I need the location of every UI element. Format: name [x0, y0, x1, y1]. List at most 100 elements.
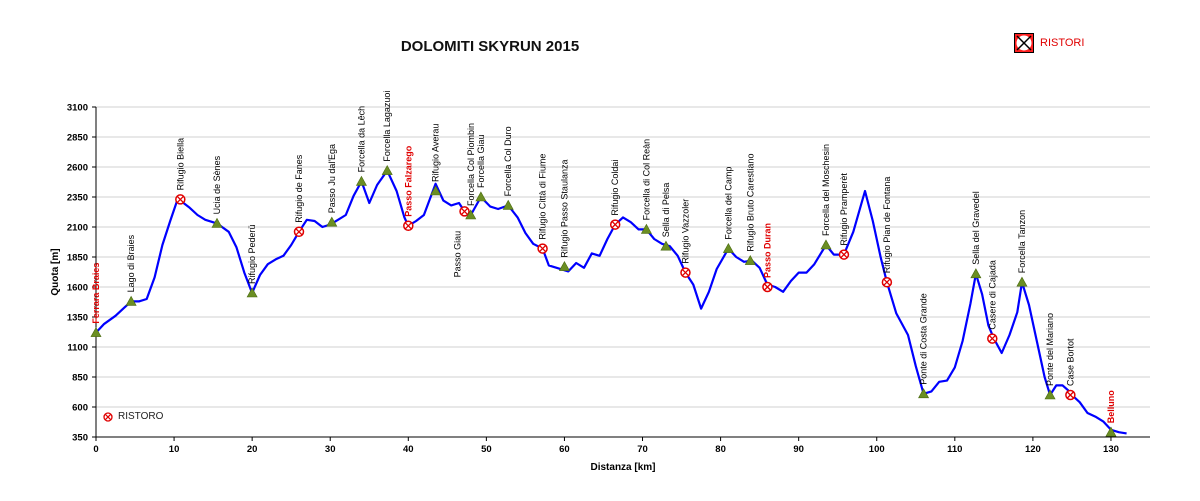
ristoro-marker-cross [883, 278, 891, 286]
marker-label: Forcella Col Piombin [466, 123, 476, 206]
marker-label: Forcella del Moschesin [821, 144, 831, 236]
marker-label: Casere di Cajada [987, 260, 997, 330]
x-tick-label: 110 [947, 444, 962, 455]
marker-label: Sella del Gravedel [971, 191, 981, 265]
x-tick-label: 80 [715, 444, 726, 455]
marker-label: Case Bortot [1065, 338, 1075, 386]
y-tick-label: 1600 [67, 283, 88, 294]
marker-label: Ponte di Costa Grande [919, 293, 929, 385]
peak-marker [475, 191, 487, 202]
marker-label: Forcella Tanzon [1017, 210, 1027, 273]
peak-marker [125, 295, 137, 306]
ristoro-legend-icon [1014, 33, 1034, 53]
legend-ristoro-label: RISTORO [118, 411, 164, 422]
x-tick-label: 70 [637, 444, 648, 455]
chart-title: DOLOMITI SKYRUN 2015 [400, 38, 580, 55]
marker-label: Passo Falzarego [403, 145, 413, 217]
ristoro-marker-cross [176, 195, 184, 203]
x-tick-label: 30 [325, 444, 336, 455]
marker-label: Rifugio de Fanes [294, 154, 304, 223]
peak-marker [820, 239, 832, 250]
peak-marker [918, 388, 930, 399]
marker-label: Ponte del Mariano [1045, 313, 1055, 386]
peak-marker [355, 175, 367, 186]
ristoro-marker-cross [1066, 391, 1074, 399]
ristoro-marker-cross [295, 228, 303, 236]
x-tick-label: 120 [1025, 444, 1041, 455]
ristoro-marker-cross [404, 222, 412, 230]
marker-label: Rifugio Bruto Carestiano [745, 154, 755, 252]
marker-label: Rifugio Vazzoler [681, 199, 691, 264]
x-axis-title: Distanza [km] [590, 462, 655, 473]
y-tick-label: 1350 [67, 313, 88, 324]
x-tick-label: 10 [169, 444, 180, 455]
marker-label: Passo Giau [453, 231, 463, 278]
marker-label: Ferrara Braies [91, 263, 101, 324]
peak-marker [1105, 426, 1117, 437]
y-tick-label: 600 [72, 403, 88, 414]
y-tick-label: 850 [72, 373, 88, 384]
peak-marker [502, 199, 514, 210]
peak-marker [246, 287, 258, 298]
marker-label: Rifugio Averau [431, 124, 441, 182]
ristoro-marker-cross [539, 245, 547, 253]
x-tick-label: 100 [869, 444, 885, 455]
peak-marker [1044, 389, 1056, 400]
marker-label: Rifugio Pederü [247, 224, 257, 284]
y-tick-label: 2600 [67, 163, 88, 174]
peak-marker [1016, 276, 1028, 287]
y-tick-label: 1100 [67, 343, 88, 354]
ristoro-small-icon [103, 411, 113, 422]
legend-ristori: RISTORI [1014, 33, 1084, 53]
ristoro-marker-cross [840, 251, 848, 259]
x-tick-label: 130 [1103, 444, 1119, 455]
marker-label: Ucia de Sènes [212, 155, 222, 214]
marker-label: Forcella Giau [476, 134, 486, 188]
marker-label: Forcella Lagazuoi [382, 91, 392, 162]
peak-marker [381, 164, 393, 175]
peak-marker [660, 240, 672, 251]
marker-label: Forcella di Col Reàn [641, 139, 651, 221]
peak-marker [211, 217, 223, 228]
x-tick-label: 40 [403, 444, 414, 455]
marker-label: Rifugio Coldai [610, 160, 620, 216]
x-tick-label: 60 [559, 444, 570, 455]
marker-label: Passo Duran [762, 223, 772, 278]
peak-marker [970, 268, 982, 279]
marker-label: Sella di Pelsa [661, 183, 671, 238]
ristoro-marker-cross [763, 283, 771, 291]
marker-label: Forcella Col Duro [503, 126, 513, 196]
x-tick-label: 20 [247, 444, 258, 455]
y-tick-label: 2100 [67, 223, 88, 234]
peak-marker [326, 216, 338, 227]
legend-ristori-label: RISTORI [1040, 37, 1085, 49]
peak-marker [430, 185, 442, 196]
x-tick-label: 0 [93, 444, 98, 455]
ristoro-marker-cross [611, 221, 619, 229]
peak-marker [465, 209, 477, 220]
y-tick-label: 350 [72, 433, 88, 444]
legend-ristoro: RISTORO [103, 411, 163, 422]
y-axis-title: Quota [m] [50, 248, 61, 295]
y-tick-label: 3100 [67, 103, 88, 114]
y-tick-label: 1850 [67, 253, 88, 264]
marker-label: Rifugio Biella [175, 138, 185, 191]
marker-label: Lago di Braies [126, 234, 136, 292]
ristoro-marker-cross [681, 269, 689, 277]
x-tick-label: 90 [793, 444, 804, 455]
ristoro-marker-cross [988, 335, 996, 343]
elevation-profile-line [95, 169, 1127, 435]
peak-marker [640, 223, 652, 234]
y-tick-label: 2350 [67, 193, 88, 204]
marker-label: Belluno [1106, 390, 1116, 424]
x-tick-label: 50 [481, 444, 492, 455]
peak-marker [722, 242, 734, 253]
peak-marker [558, 260, 570, 271]
marker-label: Passo Ju dal'Ega [327, 144, 337, 213]
y-tick-label: 2850 [67, 133, 88, 144]
marker-label: Rifugio Città di Fiume [538, 154, 548, 240]
peak-marker [744, 254, 756, 265]
ristoro-marker-cross [461, 207, 468, 215]
marker-label: Rifugio Pian de Fontana [882, 177, 892, 274]
